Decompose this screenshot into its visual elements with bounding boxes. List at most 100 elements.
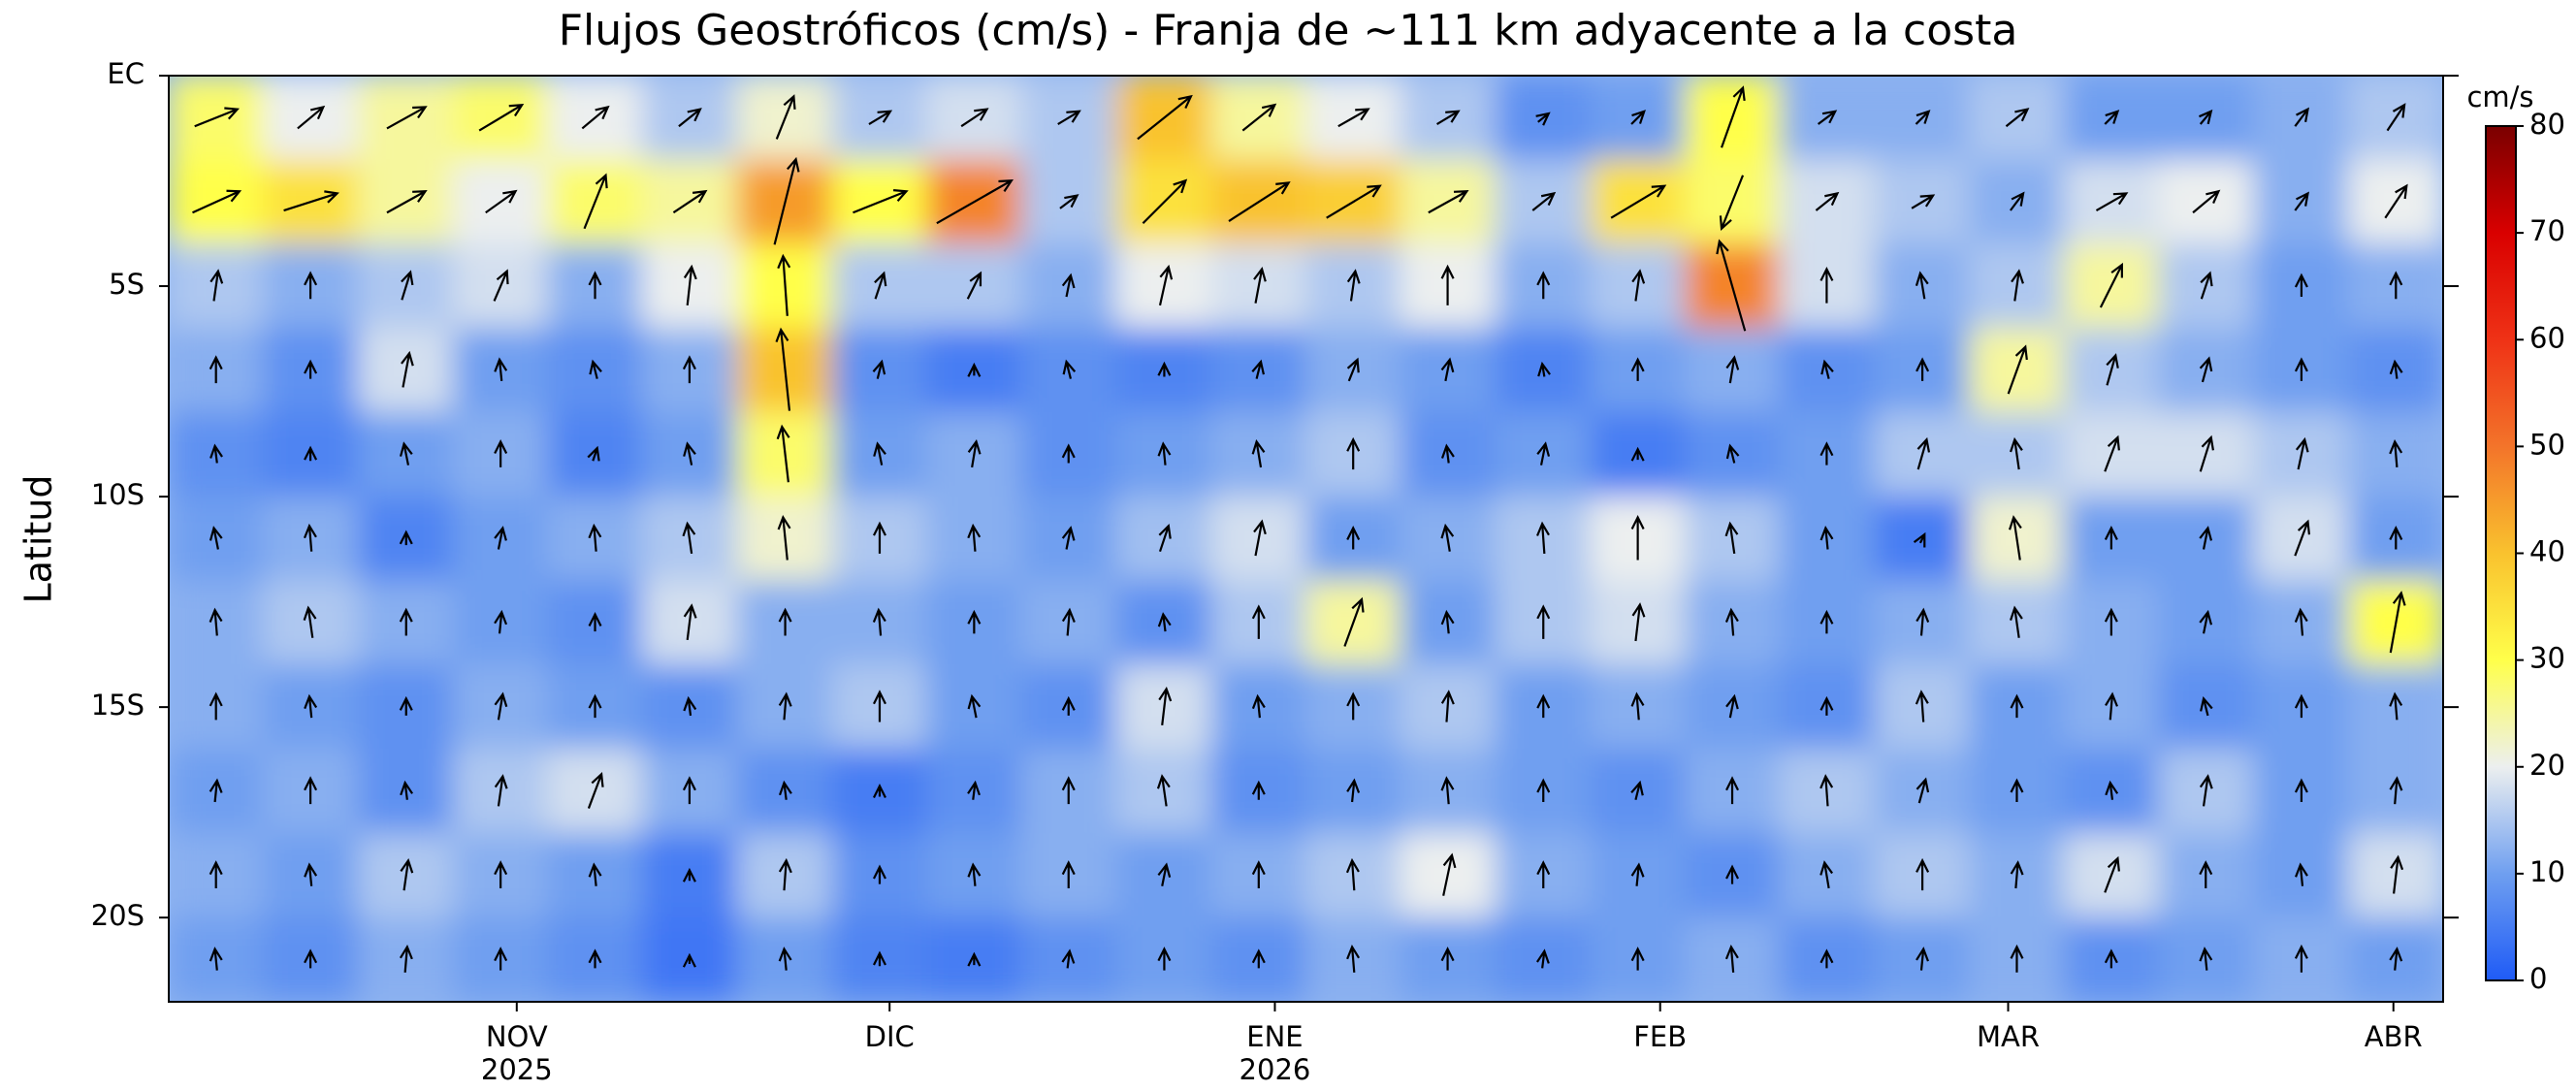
vector-arrow	[2104, 110, 2120, 125]
vector-arrow	[1537, 361, 1551, 377]
plot-frame	[168, 75, 2444, 1003]
vector-arrow	[209, 269, 224, 302]
vector-arrow	[494, 439, 508, 467]
vector-arrow	[581, 105, 610, 130]
vector-arrow	[304, 359, 318, 379]
vector-arrow	[1440, 357, 1455, 382]
vector-arrow	[872, 783, 886, 798]
vector-arrow	[2389, 776, 2403, 805]
vector-arrow	[967, 439, 982, 468]
x-tick-label: ENE 2026	[1239, 1020, 1311, 1086]
vector-arrow	[1251, 948, 1266, 969]
vector-arrow	[1819, 860, 1833, 889]
vector-arrow	[1440, 947, 1455, 971]
vector-arrow	[1915, 110, 1931, 125]
vector-arrow	[2105, 780, 2119, 800]
heatmap	[169, 76, 2443, 1002]
vector-arrow	[399, 529, 413, 546]
vector-arrow	[1346, 944, 1361, 973]
vector-arrow	[1725, 355, 1740, 384]
vector-arrow	[1716, 239, 1747, 332]
vector-arrow	[682, 952, 696, 968]
vector-arrow	[1158, 686, 1173, 725]
vector-arrow	[776, 424, 790, 483]
vector-arrow	[1630, 947, 1645, 971]
vector-arrow	[1253, 267, 1267, 304]
vector-arrow	[2199, 109, 2213, 125]
vector-arrow	[587, 445, 600, 462]
vector-arrow	[2010, 860, 2024, 889]
vector-arrow	[1157, 862, 1172, 886]
vector-arrow	[1251, 693, 1266, 719]
y-tick-label: 15S	[91, 689, 145, 722]
vector-arrow	[1536, 860, 1551, 888]
vector-arrow	[1061, 860, 1076, 888]
vector-arrow	[2389, 359, 2403, 379]
vector-field	[192, 85, 2408, 973]
vector-arrow	[1157, 947, 1172, 971]
vector-arrow	[967, 780, 981, 800]
vector-arrow	[2294, 693, 2308, 719]
vector-arrow	[1630, 446, 1645, 462]
vector-arrow	[1428, 190, 1469, 214]
vector-arrow	[1630, 862, 1645, 886]
vector-arrow	[682, 867, 696, 882]
vector-arrow	[2384, 183, 2408, 219]
vector-arrow	[1819, 774, 1834, 807]
vector-arrow	[1346, 526, 1361, 550]
vector-arrow	[1346, 691, 1361, 721]
x-tick-label: ABR	[2364, 1020, 2423, 1053]
vector-arrow	[2389, 947, 2403, 971]
vector-arrow	[2199, 434, 2214, 472]
vector-arrow	[209, 860, 223, 888]
vector-arrow	[1819, 441, 1834, 465]
x-tick-label: FEB	[1633, 1020, 1688, 1053]
vector-arrow	[775, 94, 796, 140]
vector-arrow	[303, 523, 317, 552]
vector-arrow	[1057, 110, 1081, 125]
vector-arrow	[683, 264, 697, 305]
vector-arrow	[493, 269, 509, 302]
vector-arrow	[1440, 690, 1455, 722]
vector-arrow	[1724, 944, 1739, 973]
vector-arrow	[1630, 357, 1645, 381]
vector-arrow	[1343, 596, 1365, 647]
vector-arrow	[1346, 269, 1361, 302]
vector-arrow	[2294, 357, 2308, 381]
vector-arrow	[778, 607, 792, 636]
vector-arrow	[1630, 691, 1645, 721]
vector-arrow	[874, 271, 887, 300]
vector-arrow	[2010, 693, 2024, 719]
vector-arrow	[1913, 531, 1926, 548]
vector-arrow	[872, 521, 886, 554]
vector-arrow	[1061, 607, 1076, 636]
vector-arrow	[1536, 778, 1551, 802]
x-tick-label: MAR	[1976, 1020, 2041, 1053]
vector-arrow	[209, 947, 223, 971]
vector-arrow	[1061, 273, 1076, 298]
colorbar-tick-label: 30	[2529, 642, 2565, 675]
vector-arrow	[1536, 693, 1551, 719]
vector-arrow	[2200, 695, 2213, 717]
axes: EC 5S 10S 15S 20S 0 10 20 30 40 50 60 70 80	[91, 57, 2565, 1011]
vector-arrow	[1346, 778, 1361, 803]
vector-arrow	[400, 857, 414, 891]
vector-arrow	[1630, 515, 1645, 561]
vector-arrow	[2199, 774, 2213, 807]
vector-arrow	[1819, 948, 1834, 969]
vector-arrow	[872, 950, 886, 967]
vector-arrow	[304, 948, 318, 969]
vector-arrow	[194, 107, 240, 128]
vector-arrow	[1630, 110, 1646, 125]
vector-arrow	[588, 271, 602, 300]
vector-arrow	[2389, 691, 2403, 721]
vector-arrow	[386, 190, 428, 214]
vector-arrow	[2009, 436, 2023, 470]
vector-arrow	[777, 515, 791, 561]
vector-arrow	[399, 441, 413, 465]
vector-arrow	[399, 695, 413, 716]
colorbar-tick-label: 60	[2529, 321, 2565, 354]
vector-arrow	[1442, 852, 1457, 896]
vector-arrow	[304, 862, 318, 886]
